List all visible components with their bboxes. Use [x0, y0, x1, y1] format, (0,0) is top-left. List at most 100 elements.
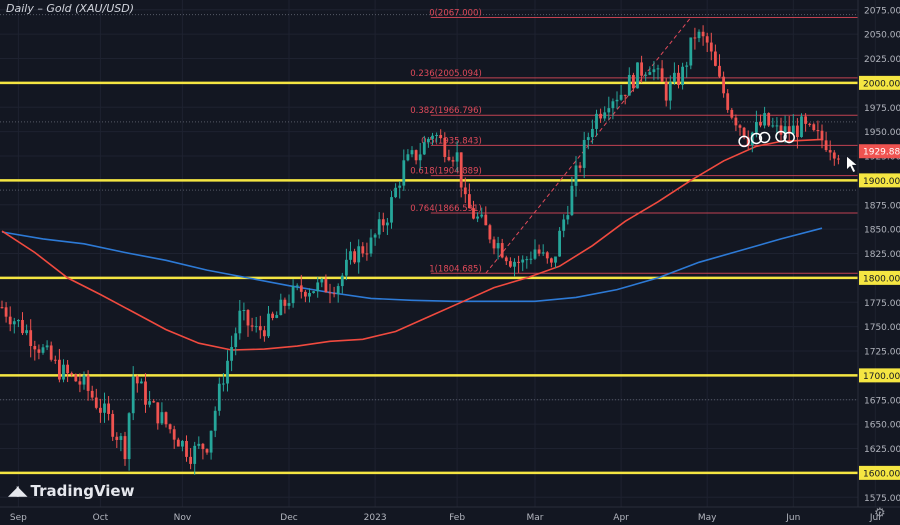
candle-body [755, 121, 758, 133]
highlight-circle [738, 135, 750, 148]
candle-body [677, 72, 680, 85]
candle-body [25, 330, 28, 334]
candle-body [17, 319, 20, 322]
time-tick-label: Dec [280, 513, 297, 523]
candle-body [513, 261, 516, 267]
candle-body [472, 208, 475, 219]
candle-body [340, 275, 344, 287]
fib-level-label: 0.236(2005.094) [410, 69, 482, 79]
candle-body [484, 214, 488, 226]
candle-body [312, 291, 315, 293]
candle-body [525, 259, 529, 261]
candle-body [357, 246, 361, 263]
candle-body [119, 436, 123, 440]
candle-body [70, 373, 74, 375]
candle-body [574, 165, 578, 186]
candle-body [443, 137, 447, 157]
candle-body [673, 72, 676, 83]
candle-body [103, 403, 106, 413]
cursor-arrow-icon [846, 155, 859, 174]
candle-body [82, 375, 86, 385]
candle-body [517, 261, 520, 263]
candle-body [283, 299, 287, 306]
candle-body [324, 279, 328, 293]
level-price-tag [859, 173, 900, 188]
candle-body [738, 125, 742, 128]
candle-body [185, 440, 188, 457]
fib-level-label: 0(2067.000) [429, 9, 482, 19]
candle-body [29, 330, 33, 347]
candle-body [127, 413, 131, 460]
candle-body [131, 376, 135, 414]
fib-level-label: 0.618(1904.889) [410, 167, 482, 177]
candle-body [783, 126, 787, 135]
level-price-tag [859, 465, 900, 480]
candle-body [767, 113, 771, 126]
candle-body [209, 430, 213, 453]
candle-body [763, 113, 766, 126]
candle-body [824, 140, 828, 151]
highlight-circle [775, 130, 787, 143]
time-axis[interactable]: Sep Oct Nov Dec 2023 Feb Mar Apr May Jun Jul [0, 506, 900, 523]
candle-body [4, 307, 8, 317]
candle-body [295, 285, 299, 287]
time-tick-label: Feb [449, 513, 465, 523]
time-tick-label: Jul [869, 513, 881, 523]
candle-body [619, 94, 623, 100]
candle-body [476, 216, 479, 219]
candle-body [791, 125, 795, 134]
candle-body [394, 187, 397, 198]
candle-body [164, 412, 168, 425]
price-tick-label: 1825.000 [864, 250, 900, 260]
candle-body [447, 156, 451, 161]
highlight-circle [758, 131, 771, 144]
price-tick-label: 1750.000 [864, 323, 900, 333]
candle-body [480, 214, 484, 217]
price-tick-label: 2075.000 [864, 6, 900, 16]
candle-body [820, 130, 824, 141]
candle-body [12, 321, 16, 325]
candle-body [353, 251, 356, 263]
candle-body [697, 31, 701, 39]
candle-body [336, 286, 340, 295]
candle-body [135, 376, 139, 384]
current-price-tag [859, 144, 900, 159]
candle-body [140, 381, 143, 384]
candle-body [49, 345, 53, 360]
candle-body [365, 253, 369, 255]
price-tick-label: 1650.000 [864, 421, 900, 431]
time-tick-label: Mar [527, 513, 544, 523]
price-axis[interactable]: 1575.000 1600.000 1625.000 1650.000 1675.000… [857, 0, 900, 507]
candle-body [603, 112, 607, 119]
candle-body [533, 249, 537, 259]
candle-body [402, 160, 406, 186]
highlight-circle [783, 131, 795, 144]
current-price-label: 1929.880 [863, 148, 900, 158]
level-price-tag-label: 1900.000 [863, 177, 900, 187]
chart-title: Daily – Gold (XAU/USD) [6, 2, 135, 15]
candle-body [99, 407, 102, 413]
candle-body [254, 326, 258, 328]
candle-body [160, 412, 164, 424]
price-tick-label: 1675.000 [864, 396, 900, 406]
candle-body [271, 313, 274, 318]
candle-body [586, 137, 590, 140]
candle-body [78, 381, 82, 385]
candle-body [607, 108, 611, 113]
candle-body [386, 222, 389, 226]
candle-body [582, 139, 586, 168]
candle-body [369, 237, 373, 254]
candle-body [832, 152, 836, 159]
candle-body [291, 286, 295, 304]
candle-body [234, 333, 238, 348]
candle-body [8, 316, 12, 325]
gear-icon[interactable]: ⚙ [874, 506, 886, 521]
candle-body [459, 152, 463, 188]
candle-body [595, 113, 598, 129]
candle-body [722, 76, 725, 94]
candle-body [267, 313, 270, 337]
candle-body [189, 456, 192, 464]
price-tick-label: 1950.000 [864, 128, 900, 138]
candle-body [58, 359, 61, 380]
